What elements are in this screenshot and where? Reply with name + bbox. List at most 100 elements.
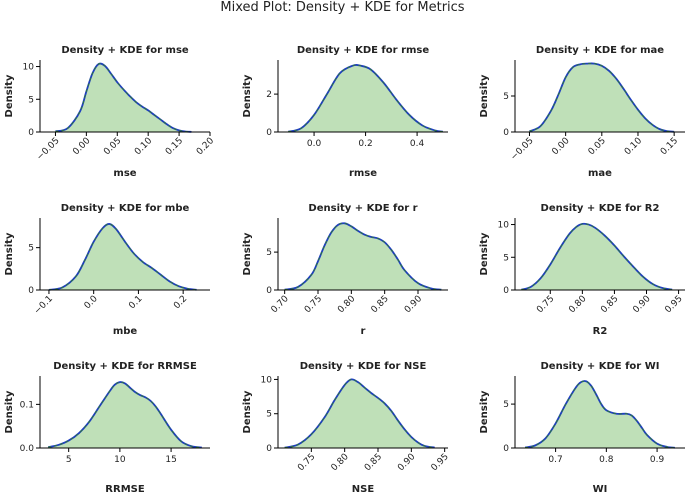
x-axis-label: R2 (593, 326, 608, 337)
density-area (55, 63, 192, 132)
density-area (48, 223, 197, 290)
density-line (288, 64, 443, 133)
density-line (48, 381, 202, 449)
x-axis-label: WI (593, 484, 608, 492)
x-tick-label: 0.10 (133, 136, 154, 157)
subplot-r2: 0.75 0.80 0.85 0.90 0.95 0 5 10 Density + KDE fo… (479, 203, 685, 337)
x-tick-label: 0.05 (587, 136, 608, 157)
y-tick-label: 5 (266, 410, 272, 420)
x-axis-label: rmse (349, 168, 377, 179)
subplot-title: Density + KDE for RRMSE (53, 361, 197, 372)
subplot-rrmse: 5 10 15 0.0 0.1 Density + KDE for RRMSE RRMSE D… (4, 361, 210, 492)
x-tick-label: 0.2 (358, 139, 372, 149)
x-tick-label: 0.85 (599, 294, 620, 315)
density-area (525, 381, 675, 448)
x-tick-label: 0.4 (410, 139, 425, 149)
subplot-title: Density + KDE for mae (536, 45, 664, 56)
figure-title: Mixed Plot: Density + KDE for Metrics (220, 0, 464, 15)
x-tick-label: 0.75 (535, 294, 556, 315)
density-line (48, 223, 197, 291)
y-tick-label: 10 (498, 221, 510, 231)
density-line (521, 223, 673, 291)
x-axis-label: NSE (352, 484, 375, 492)
x-tick-label: 0.90 (631, 294, 652, 315)
x-tick-label: 0.95 (430, 452, 451, 473)
subplot-nse: 0.75 0.80 0.85 0.90 0.95 0 5 10 Density + KDE fo… (242, 361, 451, 492)
x-axis-label: mae (588, 168, 612, 179)
y-tick-label: 5 (503, 92, 509, 102)
x-tick-label: 0.90 (396, 452, 417, 473)
x-tick-label: 5 (66, 455, 72, 465)
x-tick-label: 0.90 (403, 294, 424, 315)
y-tick-label: 5 (266, 248, 272, 258)
density-area (529, 63, 675, 132)
y-tick-label: 0 (503, 444, 509, 454)
x-tick-label: 0.0 (307, 139, 322, 149)
x-tick-label: 0.85 (363, 452, 384, 473)
y-tick-label: 0 (28, 286, 34, 296)
x-tick-label: 0.80 (330, 452, 351, 473)
subplot-r: 0.70 0.75 0.80 0.85 0.90 0 5 Density + KDE for … (242, 203, 448, 337)
subplot-mse: −0.05 0.00 0.05 0.10 0.15 0.20 0 5 10 Density + K… (4, 45, 216, 179)
x-tick-label: 0.2 (172, 294, 189, 311)
y-tick-label: 2 (266, 90, 272, 100)
x-tick-label: 0.15 (659, 136, 680, 157)
subplot-title: Density + KDE for mbe (61, 203, 190, 214)
y-tick-label: 0 (28, 128, 34, 138)
subplot-title: Density + KDE for R2 (541, 203, 660, 214)
x-tick-label: 0.05 (102, 136, 123, 157)
density-area (284, 223, 442, 290)
subplot-title: Density + KDE for NSE (300, 361, 427, 372)
y-axis-label: Density (242, 232, 253, 275)
x-tick-label: 0.80 (336, 294, 357, 315)
y-axis-label: Density (4, 390, 15, 433)
x-axis-label: RRMSE (105, 484, 145, 492)
density-area (48, 382, 202, 448)
x-tick-label: 0.15 (164, 136, 185, 157)
y-tick-label: 0.1 (20, 400, 34, 410)
x-tick-label: 0.00 (550, 136, 571, 157)
subplot-title: Density + KDE for r (308, 203, 417, 214)
y-tick-label: 0 (503, 128, 509, 138)
y-axis-label: Density (479, 232, 490, 275)
x-tick-label: 0.70 (270, 294, 291, 315)
subplot-mae: −0.05 0.00 0.05 0.10 0.15 0 5 Density + KDE for… (479, 45, 685, 179)
x-tick-label: 0.20 (195, 136, 216, 157)
kde-line (284, 378, 435, 449)
y-tick-label: 5 (28, 244, 34, 254)
density-line (525, 380, 675, 449)
x-tick-label: 0.0 (83, 294, 100, 311)
y-axis-label: Density (242, 74, 253, 117)
x-tick-label: 0.80 (567, 294, 588, 315)
x-tick-label: 0.75 (303, 294, 324, 315)
x-axis-label: mbe (113, 326, 138, 337)
x-tick-label: −0.1 (32, 294, 55, 317)
x-tick-label: 0.8 (599, 455, 614, 465)
y-tick-label: 0 (266, 444, 272, 454)
x-tick-label: −0.05 (509, 136, 536, 163)
x-tick-label: 0.75 (296, 452, 317, 473)
y-axis-label: Density (4, 232, 15, 275)
x-tick-label: −0.05 (35, 136, 62, 163)
x-axis-label: r (361, 326, 366, 337)
x-tick-label: 15 (165, 455, 176, 465)
y-axis-label: Density (479, 74, 490, 117)
y-tick-label: 0 (266, 128, 272, 138)
y-tick-label: 0 (266, 286, 272, 296)
density-area (288, 64, 443, 132)
x-tick-label: 10 (114, 455, 126, 465)
y-tick-label: 5 (503, 400, 509, 410)
x-tick-label: 0.10 (623, 136, 644, 157)
y-tick-label: 5 (503, 253, 509, 263)
density-line (529, 62, 675, 133)
subplot-rmse: 0.0 0.2 0.4 0 2 Density + KDE for rmse rmse Den… (242, 45, 448, 179)
y-axis-label: Density (4, 74, 15, 117)
subplot-title: Density + KDE for rmse (297, 45, 430, 56)
y-axis-label: Density (479, 390, 490, 433)
x-tick-label: 0.85 (370, 294, 391, 315)
x-tick-label: 0.7 (548, 455, 562, 465)
subplot-mbe: −0.1 0.0 0.1 0.2 0 5 Density + KDE for mbe mbe D… (4, 203, 210, 337)
y-tick-label: 0.0 (20, 444, 35, 454)
